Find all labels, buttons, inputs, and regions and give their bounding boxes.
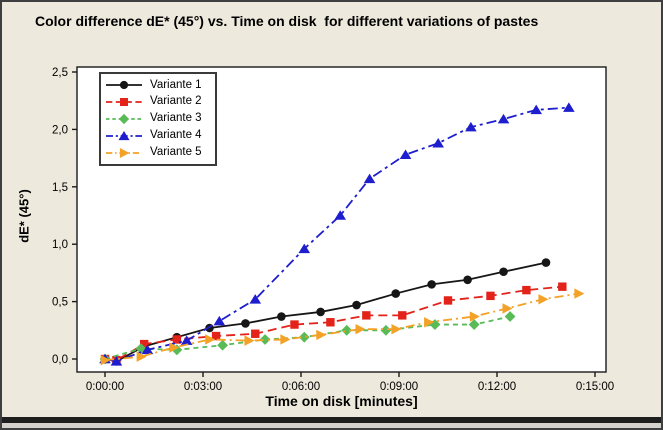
- x-axis-ticks: 0:00:00 0:03:00 0:06:00 0:09:00 0:12:00 0:15:…: [86, 372, 614, 393]
- legend-label: Variante 2: [150, 95, 202, 108]
- window-bottom-edge: [2, 417, 661, 423]
- legend-item-4: Variante 4: [105, 128, 211, 144]
- legend-label: Variante 4: [150, 129, 202, 142]
- x-tick-label: 0:03:00: [184, 381, 222, 393]
- x-tick-label: 0:15:00: [576, 381, 614, 393]
- legend-item-5: Variante 5: [105, 145, 211, 161]
- legend-item-3: Variante 3: [105, 111, 211, 127]
- y-tick-label: 0,0: [52, 354, 68, 366]
- legend-label: Variante 5: [150, 145, 202, 158]
- legend-circle-icon: [106, 81, 142, 90]
- y-tick-label: 0,5: [52, 297, 68, 309]
- legend-item-2: Variante 2: [105, 94, 211, 110]
- x-tick-label: 0:06:00: [282, 381, 320, 393]
- chart-title: Color difference dE* (45°) vs. Time on d…: [35, 13, 539, 29]
- y-tick-label: 1,5: [52, 182, 68, 194]
- legend-square-icon: [106, 98, 142, 107]
- legend-label: Variante 1: [150, 78, 202, 91]
- series-variante-5: [100, 288, 585, 366]
- x-tick-label: 0:00:00: [86, 381, 124, 393]
- y-axis-label: dE* (45°): [16, 189, 32, 243]
- legend-triangle-up-icon: [106, 130, 142, 140]
- y-tick-label: 1,0: [52, 239, 68, 251]
- plot-border: [76, 66, 607, 373]
- x-tick-label: 0:12:00: [478, 381, 516, 393]
- y-axis-ticks: 0,0 0,5 1,0 1,5 2,0 2,5: [52, 67, 77, 366]
- legend: Variante 1 Variante 2 Variante 3 Variante 4…: [99, 72, 217, 166]
- x-tick-label: 0:09:00: [380, 381, 418, 393]
- legend-triangle-right-icon: [106, 147, 142, 158]
- y-tick-label: 2,5: [52, 67, 68, 79]
- series-variante-3: [99, 311, 516, 365]
- legend-label: Variante 3: [150, 112, 202, 125]
- y-tick-label: 2,0: [52, 124, 68, 136]
- window-bottom-strip: [2, 423, 661, 428]
- legend-item-1: Variante 1: [105, 77, 211, 93]
- x-axis-label: Time on disk [minutes]: [265, 393, 418, 409]
- legend-diamond-icon: [106, 113, 142, 125]
- series-variante-4: [99, 102, 575, 366]
- series-variante-2: [100, 282, 567, 365]
